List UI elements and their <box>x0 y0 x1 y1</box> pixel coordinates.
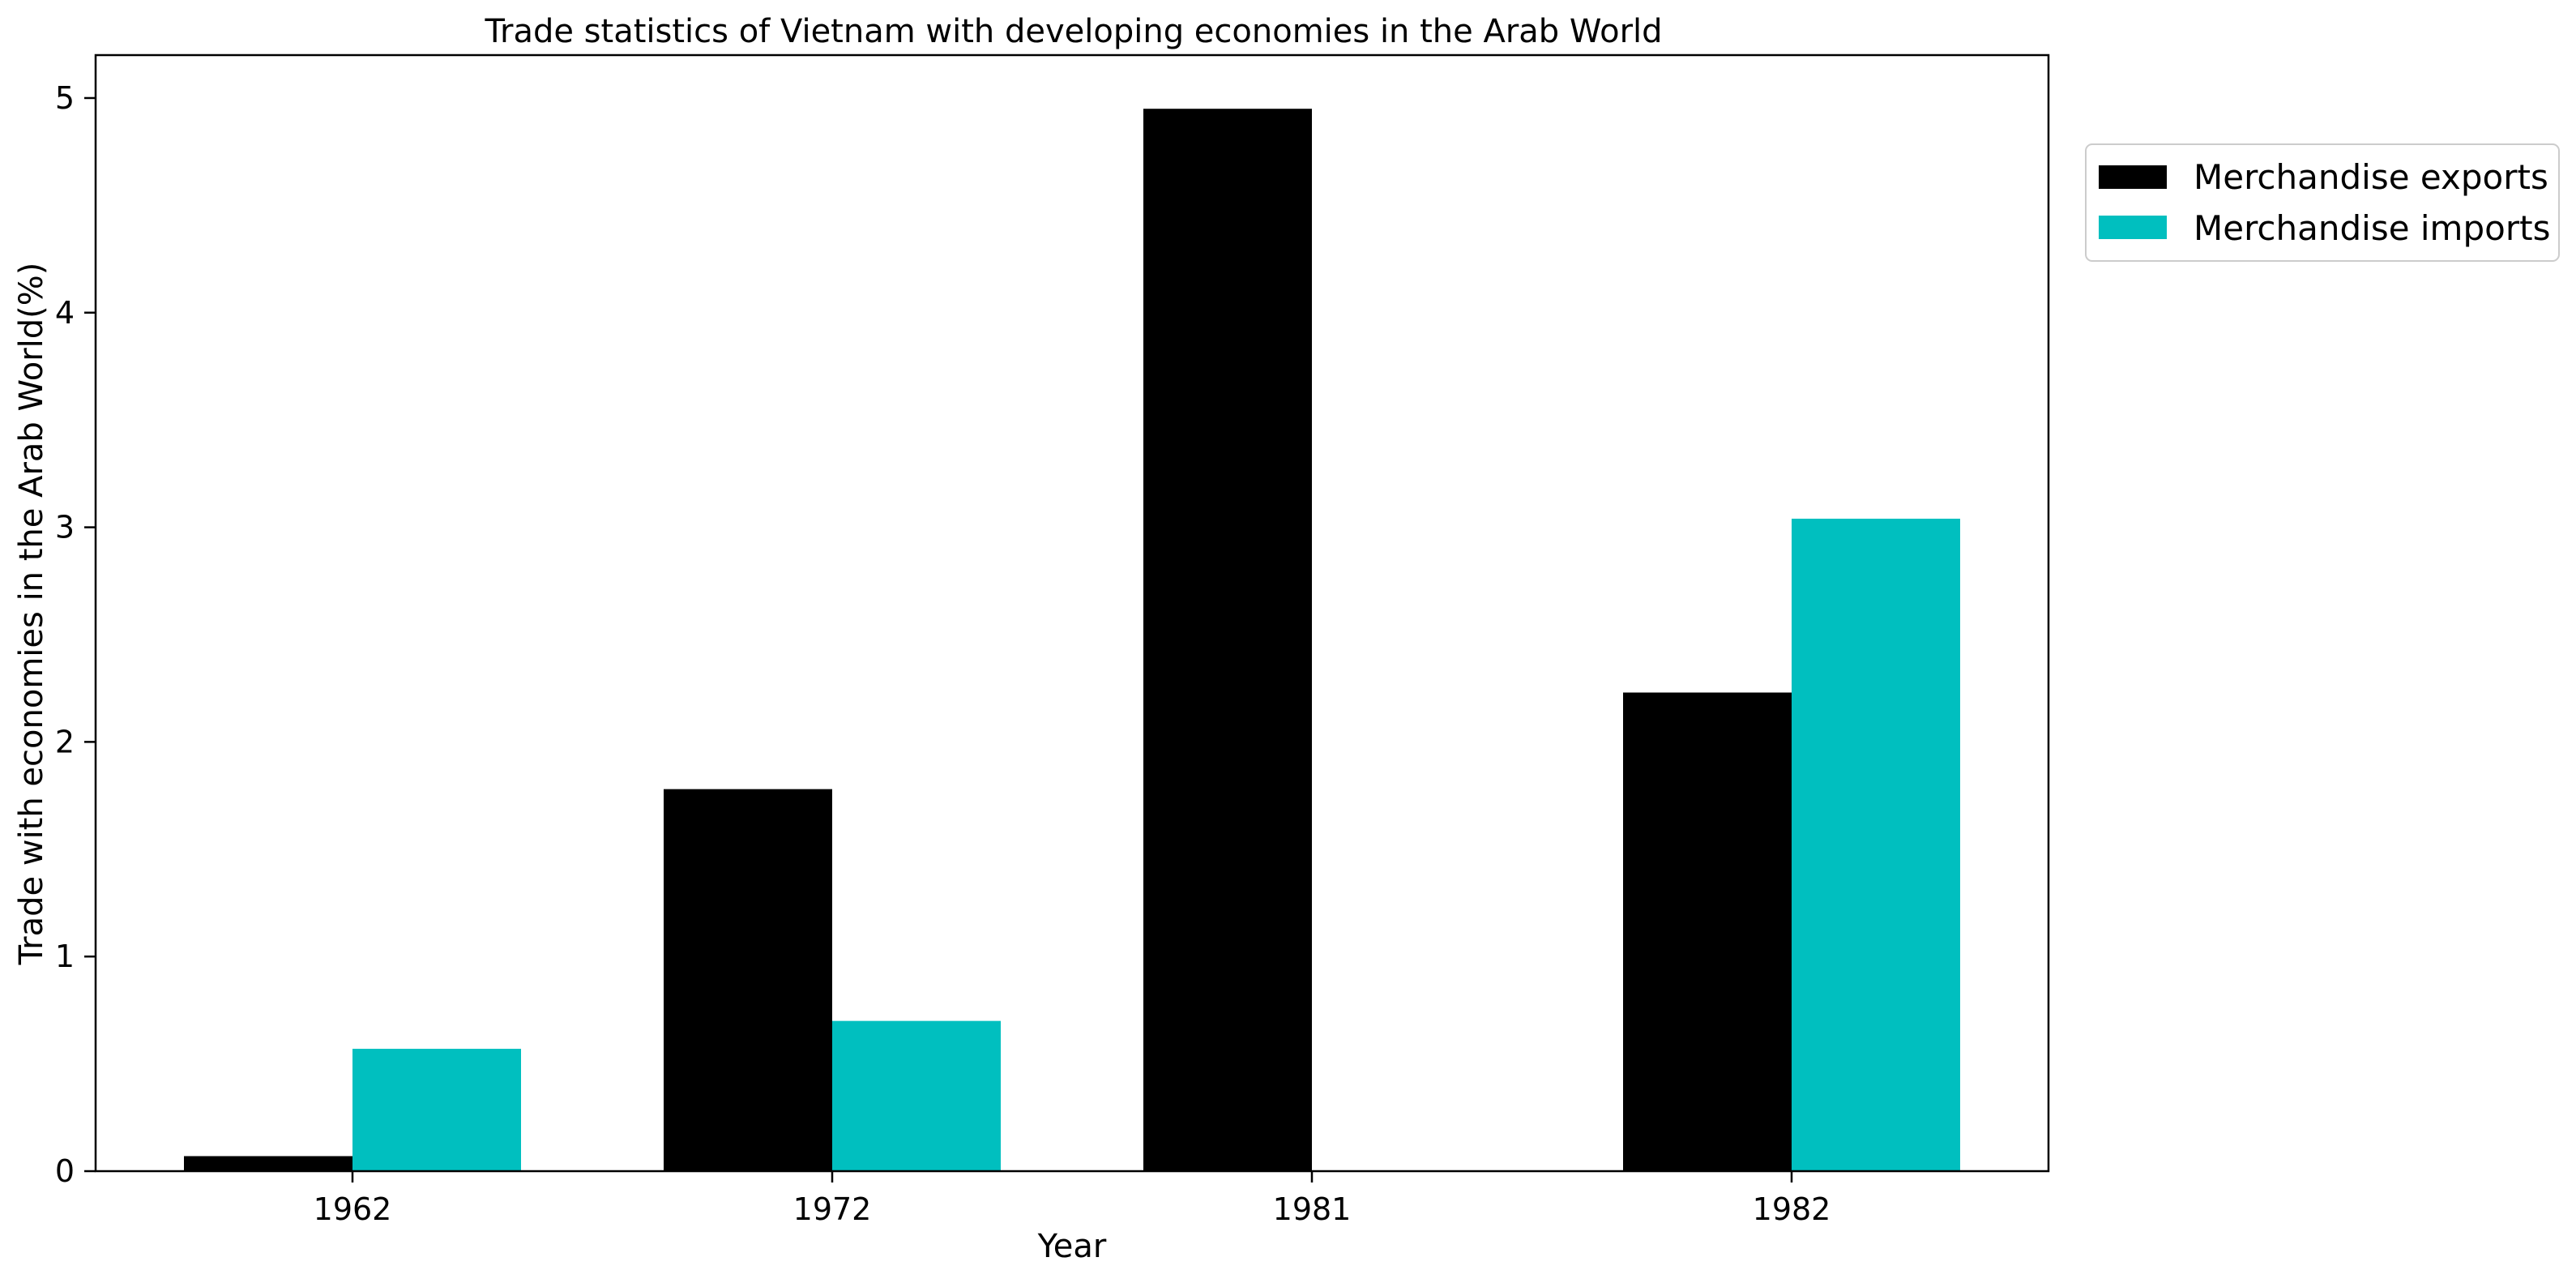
bars-layer <box>184 109 1960 1172</box>
y-axis-title: Trade with economies in the Arab World(%… <box>13 263 50 966</box>
x-tick-label: 1981 <box>1273 1191 1352 1227</box>
x-tick-label: 1982 <box>1753 1191 1831 1227</box>
y-axis: 0 1 2 3 4 5 <box>55 80 96 1189</box>
x-axis: 1962 1972 1981 1982 <box>314 1171 1831 1227</box>
x-tick-label: 1972 <box>793 1191 872 1227</box>
bar-imports-1972 <box>832 1020 1001 1171</box>
bar-exports-1962 <box>184 1156 352 1171</box>
legend: Merchandise exports Merchandise imports <box>2085 143 2560 262</box>
bar-exports-1981 <box>1143 109 1312 1172</box>
y-tick-label: 4 <box>55 295 75 331</box>
x-axis-title: Year <box>1037 1228 1107 1265</box>
legend-frame <box>2085 143 2560 262</box>
plot-area-frame <box>94 53 2050 1173</box>
bar-imports-1962 <box>352 1049 521 1171</box>
bar-exports-1972 <box>664 789 832 1171</box>
y-tick-label: 0 <box>55 1153 75 1189</box>
bar-exports-1982 <box>1623 692 1792 1171</box>
y-tick-label: 3 <box>55 510 75 545</box>
x-tick-label: 1962 <box>314 1191 392 1227</box>
legend-label-imports: Merchandise imports <box>2194 208 2550 248</box>
legend-swatch-exports <box>2099 165 2167 189</box>
y-tick-label: 5 <box>55 80 75 116</box>
legend-label-exports: Merchandise exports <box>2194 157 2548 197</box>
legend-swatch-imports <box>2099 216 2167 239</box>
chart-title: Trade statistics of Vietnam with develop… <box>484 13 1662 50</box>
y-tick-label: 2 <box>55 724 75 759</box>
bar-imports-1982 <box>1792 518 1960 1171</box>
y-tick-label: 1 <box>55 939 75 974</box>
